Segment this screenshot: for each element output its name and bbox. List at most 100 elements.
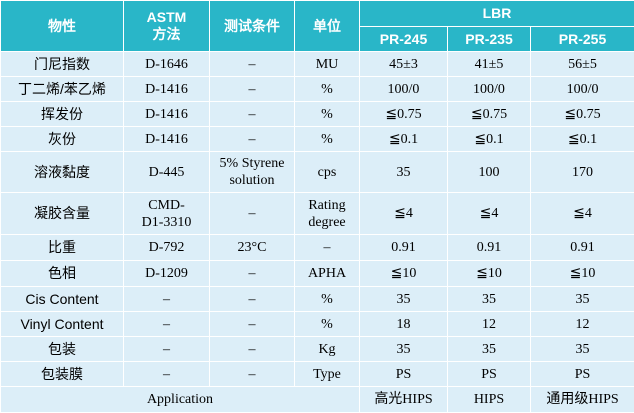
application-value: HIPS: [448, 387, 531, 413]
value-cell: 35: [360, 152, 448, 193]
value-cell: ≦0.1: [448, 127, 531, 152]
value-cell: ≦4: [448, 193, 531, 235]
value-cell: –: [295, 235, 360, 261]
value-cell: Rating degree: [295, 193, 360, 235]
value-cell: –: [124, 312, 210, 337]
value-cell: 0.91: [360, 235, 448, 261]
value-cell: MU: [295, 52, 360, 77]
value-cell: –: [210, 52, 295, 77]
value-cell: –: [210, 337, 295, 362]
application-label: Application: [1, 387, 360, 413]
property-name: Vinyl Content: [1, 312, 124, 337]
property-name: 凝胶含量: [1, 193, 124, 235]
value-cell: %: [295, 102, 360, 127]
value-cell: %: [295, 312, 360, 337]
value-cell: –: [210, 127, 295, 152]
value-cell: 35: [360, 287, 448, 312]
header-cell: 测试条件: [210, 1, 295, 52]
header-cell: 物性: [1, 1, 124, 52]
property-name: 挥发份: [1, 102, 124, 127]
value-cell: 100/0: [448, 77, 531, 102]
value-cell: –: [210, 287, 295, 312]
value-cell: –: [124, 362, 210, 387]
property-name: 门尼指数: [1, 52, 124, 77]
value-cell: –: [124, 337, 210, 362]
value-cell: cps: [295, 152, 360, 193]
value-cell: PS: [360, 362, 448, 387]
value-cell: 100/0: [531, 77, 634, 102]
value-cell: 0.91: [531, 235, 634, 261]
value-cell: APHA: [295, 261, 360, 287]
value-cell: –: [210, 102, 295, 127]
value-cell: 45±3: [360, 52, 448, 77]
value-cell: 12: [448, 312, 531, 337]
value-cell: 100: [448, 152, 531, 193]
value-cell: PS: [448, 362, 531, 387]
property-name: Cis Content: [1, 287, 124, 312]
property-name: 包装: [1, 337, 124, 362]
value-cell: –: [210, 193, 295, 235]
value-cell: –: [210, 362, 295, 387]
value-cell: PS: [531, 362, 634, 387]
value-cell: CMD- D1-3310: [124, 193, 210, 235]
value-cell: ≦4: [360, 193, 448, 235]
value-cell: 12: [531, 312, 634, 337]
value-cell: ≦10: [360, 261, 448, 287]
value-cell: %: [295, 287, 360, 312]
application-value: 高光HIPS: [360, 387, 448, 413]
value-cell: ≦0.75: [360, 102, 448, 127]
value-cell: D-1416: [124, 127, 210, 152]
value-cell: 100/0: [360, 77, 448, 102]
value-cell: ≦4: [531, 193, 634, 235]
header-group: LBR: [360, 1, 634, 27]
value-cell: Kg: [295, 337, 360, 362]
value-cell: 35: [360, 337, 448, 362]
property-name: 包装膜: [1, 362, 124, 387]
property-name: 丁二烯/苯乙烯: [1, 77, 124, 102]
property-name: 比重: [1, 235, 124, 261]
value-cell: ≦0.1: [360, 127, 448, 152]
value-cell: –: [210, 312, 295, 337]
value-cell: 35: [448, 287, 531, 312]
property-name: 色相: [1, 261, 124, 287]
value-cell: ≦10: [448, 261, 531, 287]
value-cell: D-1416: [124, 102, 210, 127]
value-cell: 23°C: [210, 235, 295, 261]
value-cell: 56±5: [531, 52, 634, 77]
value-cell: 5% Styrene solution: [210, 152, 295, 193]
header-cell: ASTM 方法: [124, 1, 210, 52]
value-cell: %: [295, 127, 360, 152]
value-cell: 170: [531, 152, 634, 193]
application-value: 通用级HIPS: [531, 387, 634, 413]
value-cell: ≦10: [531, 261, 634, 287]
value-cell: 0.91: [448, 235, 531, 261]
value-cell: 35: [531, 287, 634, 312]
value-cell: ≦0.1: [531, 127, 634, 152]
value-cell: D-792: [124, 235, 210, 261]
value-cell: 35: [531, 337, 634, 362]
value-cell: D-1416: [124, 77, 210, 102]
value-cell: 18: [360, 312, 448, 337]
value-cell: D-445: [124, 152, 210, 193]
value-cell: D-1646: [124, 52, 210, 77]
header-cell: 单位: [295, 1, 360, 52]
value-cell: D-1209: [124, 261, 210, 287]
value-cell: 35: [448, 337, 531, 362]
value-cell: –: [210, 261, 295, 287]
value-cell: ≦0.75: [531, 102, 634, 127]
property-name: 灰份: [1, 127, 124, 152]
